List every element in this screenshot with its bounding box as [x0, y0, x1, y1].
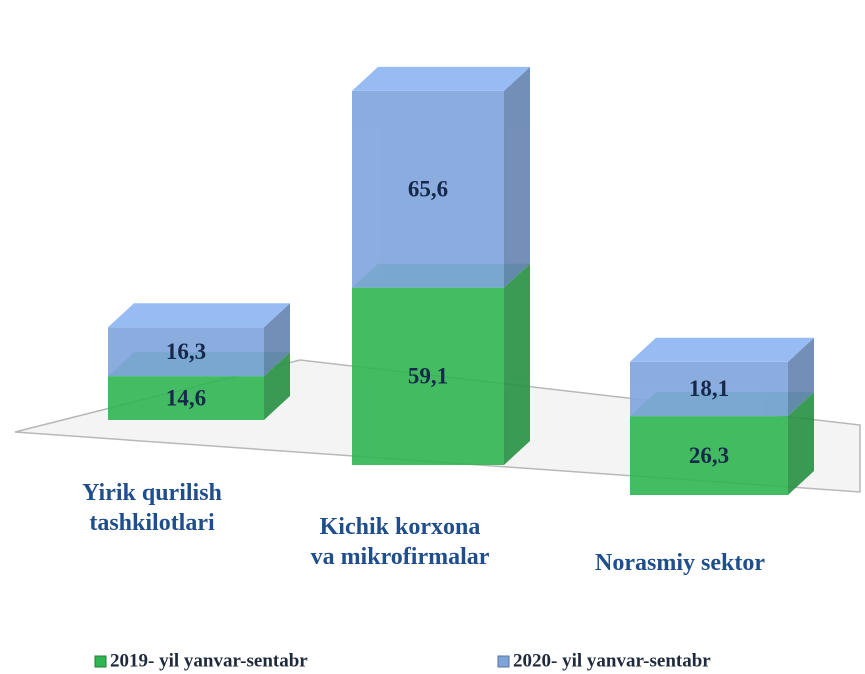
category-label: Yirik qurilish tashkilotlari [82, 480, 222, 536]
bar-side [264, 303, 290, 377]
data-label: 18,1 [689, 376, 729, 401]
bar-top [352, 66, 530, 91]
bar-segment [352, 66, 530, 288]
bar-front [108, 376, 264, 420]
bar-side [788, 337, 814, 417]
data-label: 65,6 [408, 177, 448, 202]
bar-top [108, 303, 290, 328]
bar-side [264, 352, 290, 420]
category-label: Kichik korxona va mikrofirmalar [310, 514, 490, 570]
bar-front [630, 361, 788, 417]
legend-label: 2020- yil yanvar-sentabr [513, 650, 711, 671]
bar-side [504, 263, 530, 465]
bar-segment [108, 303, 290, 377]
data-label: 26,3 [689, 443, 729, 468]
bar-side [504, 66, 530, 288]
data-label: 59,1 [408, 364, 448, 389]
legend-swatch [497, 655, 510, 668]
bar-front [630, 416, 788, 495]
bar-front [108, 327, 264, 377]
data-label: 14,6 [166, 385, 206, 410]
bar-front [352, 287, 504, 465]
bar-segment [630, 337, 814, 417]
bar-top [630, 337, 814, 362]
data-label: 16,3 [166, 339, 206, 364]
bar-side [788, 392, 814, 495]
legend-label: 2019- yil yanvar-sentabr [110, 650, 308, 671]
legend-swatch [94, 655, 107, 668]
category-label: Norasmiy sektor [595, 550, 765, 576]
bar-front [352, 90, 504, 288]
